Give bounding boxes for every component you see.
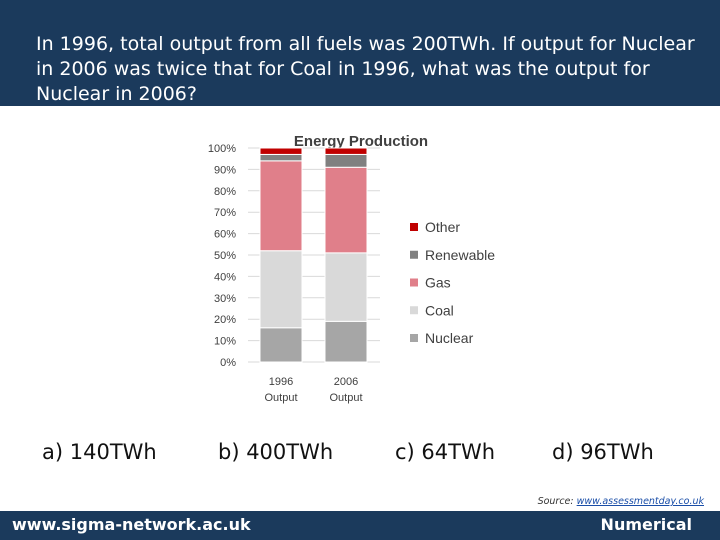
x-tick-label: 1996 — [269, 376, 293, 388]
bar-segment-gas — [259, 160, 303, 252]
bar-segment-renewable — [324, 153, 368, 168]
y-tick-label: 70% — [214, 207, 236, 219]
y-tick-label: 100% — [208, 143, 236, 155]
bar-segment-nuclear — [259, 327, 303, 363]
y-tick-label: 40% — [214, 271, 236, 283]
footer-bar: www.sigma-network.ac.uk Numerical — [0, 511, 720, 540]
y-tick-label: 90% — [214, 164, 236, 176]
bar-segment-coal — [324, 252, 368, 322]
legend-swatch-gas — [410, 278, 418, 287]
x-tick-label: Output — [329, 392, 362, 404]
y-tick-label: 60% — [214, 229, 236, 241]
bar-segment-nuclear — [324, 320, 368, 363]
legend-label-renewable: Renewable — [425, 247, 495, 263]
x-tick-label: 2006 — [334, 376, 358, 388]
legend-swatch-other — [410, 223, 418, 231]
source-link[interactable]: www.assessmentday.co.uk — [576, 496, 704, 507]
y-tick-label: 0% — [220, 357, 236, 369]
y-tick-label: 30% — [214, 293, 236, 305]
bar-segment-coal — [259, 250, 303, 329]
bar-segment-other — [324, 147, 368, 155]
y-tick-label: 20% — [214, 314, 236, 326]
bar-segment-other — [259, 147, 303, 155]
legend-label-coal: Coal — [425, 302, 454, 318]
question-banner: In 1996, total output from all fuels was… — [0, 0, 720, 106]
source-note: Source: www.assessmentday.co.uk — [538, 496, 704, 507]
legend-swatch-nuclear — [410, 334, 418, 342]
bar-segment-gas — [324, 166, 368, 254]
y-tick-label: 80% — [214, 186, 236, 198]
answer-d[interactable]: d) 96TWh — [552, 440, 654, 464]
question-text: In 1996, total output from all fuels was… — [36, 33, 695, 105]
answer-c[interactable]: c) 64TWh — [395, 440, 496, 464]
energy-production-chart: Energy Production 0% 10% 20% 30% 40% 50% 60% 70%… — [208, 133, 495, 404]
legend-swatch-renewable — [410, 250, 418, 259]
chart-title: Energy Production — [294, 133, 428, 150]
x-tick-label: Output — [264, 392, 297, 404]
answer-b[interactable]: b) 400TWh — [218, 440, 334, 464]
legend-label-gas: Gas — [425, 275, 451, 291]
legend-swatch-coal — [410, 306, 418, 315]
y-tick-label: 10% — [214, 336, 236, 348]
source-prefix: Source: — [537, 496, 577, 507]
footer-category: Numerical — [600, 515, 692, 534]
footer-site[interactable]: www.sigma-network.ac.uk — [12, 515, 251, 534]
bar-segment-renewable — [259, 153, 303, 162]
legend-label-nuclear: Nuclear — [425, 330, 474, 346]
y-tick-label: 50% — [214, 250, 236, 262]
legend-label-other: Other — [425, 219, 460, 235]
answer-a[interactable]: a) 140TWh — [42, 440, 157, 464]
